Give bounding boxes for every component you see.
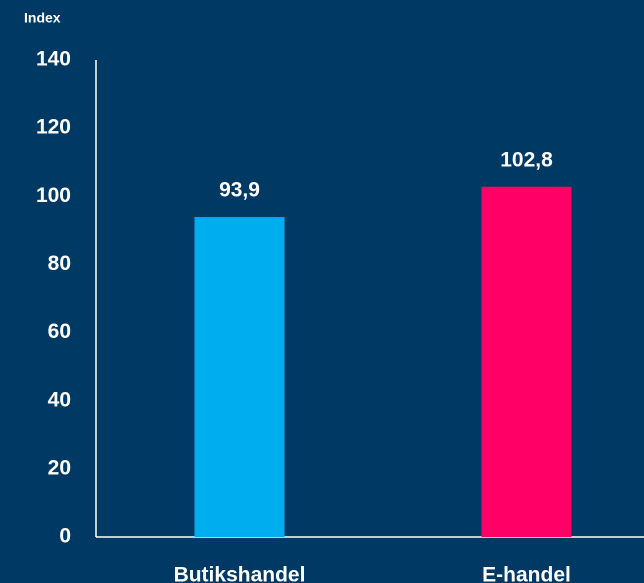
bar <box>194 217 285 538</box>
y-tick-label: 140 <box>36 48 71 71</box>
y-axis-title: Index <box>24 10 61 26</box>
x-tick-label: E-handel <box>482 564 571 583</box>
value-label: 102,8 <box>500 148 553 171</box>
y-tick-label: 40 <box>48 388 71 411</box>
y-tick-label: 60 <box>48 320 71 343</box>
value-label: 93,9 <box>219 179 260 202</box>
y-tick-label: 100 <box>36 184 71 207</box>
bar <box>481 186 572 537</box>
y-tick-label: 80 <box>48 252 71 275</box>
x-tick-label: Butikshandel <box>174 564 306 583</box>
y-tick-label: 120 <box>36 116 71 139</box>
y-tick-label: 20 <box>48 456 71 479</box>
y-tick-label: 0 <box>59 525 71 548</box>
